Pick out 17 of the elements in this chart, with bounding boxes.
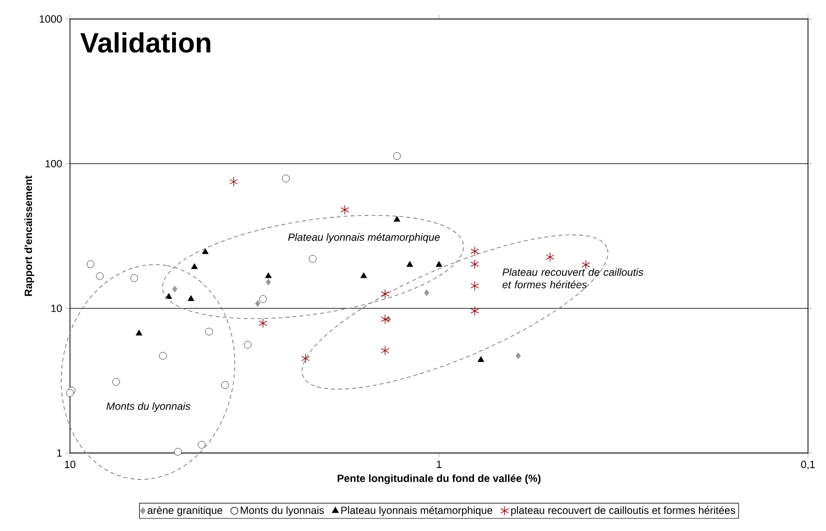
x-axis-title: Pente longitudinale du fond de vallée (%) [338,474,540,484]
x-tick-label: 1 [436,460,442,468]
legend-label: arène granitique [148,506,222,516]
x-tick-label: 10 [64,460,76,468]
y-axis-title: Rapport d'encaissement [24,176,34,296]
annotation: Monts du lyonnais [106,402,190,412]
y-tick-label: 1000 [40,15,62,23]
legend-label: Plateau lyonnais métamorphique [341,506,492,516]
legend-label: plateau recouvert de cailloutis et formes héritées [511,506,736,516]
annotation: Plateau lyonnais métamorphique [288,233,440,243]
y-tick-label: 1 [57,449,62,457]
chart-title: Validation [80,32,210,53]
legend-label: Monts du lyonnais [240,506,324,516]
x-tick-label: 0,1 [801,460,815,470]
y-tick-label: 100 [46,160,62,168]
annotation: Plateau recouvert de cailloutis et formes héritées [502,268,644,288]
y-tick-label: 10 [51,304,62,312]
